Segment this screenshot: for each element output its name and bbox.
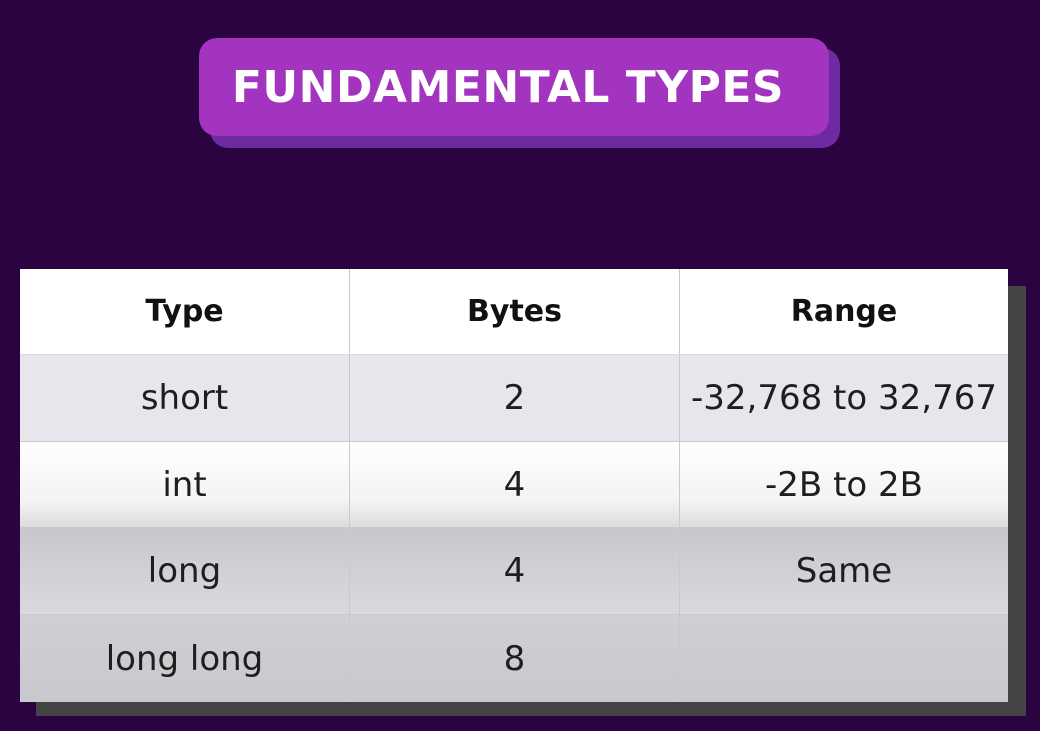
cell-type: long long [20,615,350,702]
cell-bytes: 2 [350,355,680,442]
cell-type: short [20,355,350,442]
cell-range [680,615,1008,702]
cell-range: -2B to 2B [680,442,1008,528]
cell-range: Same [680,528,1008,615]
cell-bytes: 4 [350,442,680,528]
cell-bytes: 4 [350,528,680,615]
header-range: Range [680,269,1008,355]
header-type: Type [20,269,350,355]
cell-type: int [20,442,350,528]
header-bytes: Bytes [350,269,680,355]
page-title: FUNDAMENTAL TYPES [231,61,785,113]
cell-range: -32,768 to 32,767 [680,355,1008,442]
fundamental-types-table: Type Bytes Range short 2 -32,768 to 32,7… [20,269,1008,702]
cell-type: long [20,528,350,615]
title-badge: FUNDAMENTAL TYPES [199,38,829,136]
cell-bytes: 8 [350,615,680,702]
